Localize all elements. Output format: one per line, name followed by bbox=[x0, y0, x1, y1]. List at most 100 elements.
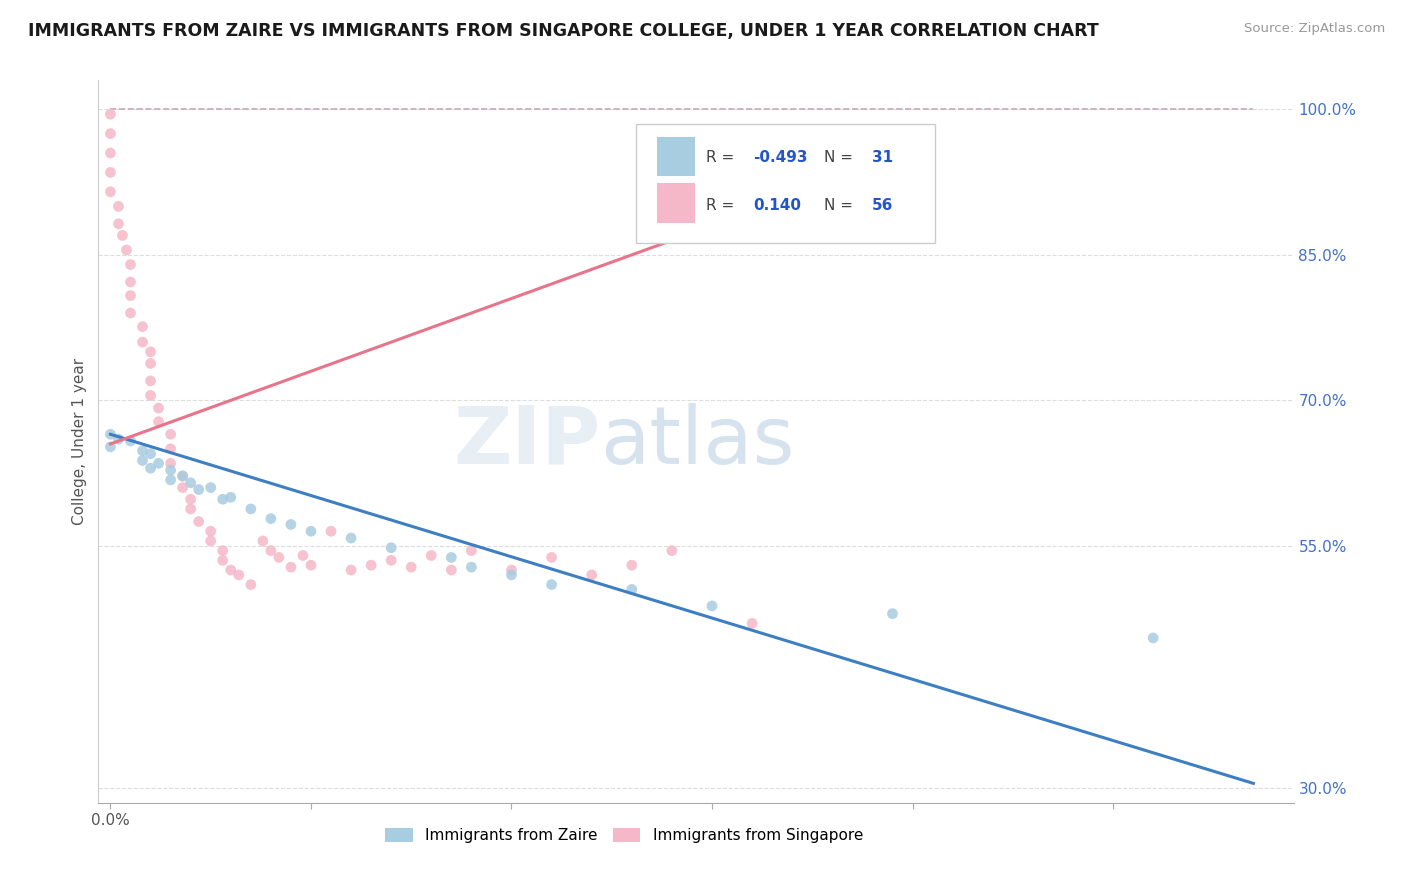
Point bbox=[239, 502, 262, 516]
Point bbox=[267, 550, 290, 565]
Point bbox=[211, 492, 233, 507]
Point bbox=[1142, 631, 1164, 645]
Text: N =: N = bbox=[824, 198, 858, 213]
Point bbox=[100, 107, 122, 121]
Point bbox=[228, 567, 250, 582]
Point bbox=[120, 275, 142, 289]
Point bbox=[200, 533, 222, 548]
Point bbox=[120, 434, 142, 448]
Point bbox=[200, 524, 222, 539]
Point bbox=[219, 491, 242, 505]
Point bbox=[148, 456, 170, 470]
Point bbox=[360, 558, 382, 573]
Text: 0.140: 0.140 bbox=[754, 198, 801, 213]
Point bbox=[219, 563, 242, 577]
Point bbox=[148, 415, 170, 429]
Point bbox=[107, 432, 129, 446]
Point bbox=[159, 473, 181, 487]
Point bbox=[139, 447, 162, 461]
Point bbox=[581, 567, 603, 582]
Point bbox=[159, 442, 181, 456]
Point bbox=[260, 511, 283, 525]
Point bbox=[172, 469, 194, 483]
Point bbox=[139, 374, 162, 388]
Point bbox=[260, 543, 283, 558]
Text: ZIP: ZIP bbox=[453, 402, 600, 481]
FancyBboxPatch shape bbox=[637, 124, 935, 243]
Point bbox=[661, 543, 683, 558]
Point bbox=[180, 492, 202, 507]
Point bbox=[100, 127, 122, 141]
Point bbox=[159, 463, 181, 477]
Point bbox=[107, 217, 129, 231]
Point bbox=[120, 288, 142, 302]
Legend: Immigrants from Zaire, Immigrants from Singapore: Immigrants from Zaire, Immigrants from S… bbox=[380, 822, 869, 849]
Point bbox=[239, 577, 262, 591]
Point bbox=[420, 549, 443, 563]
Point bbox=[700, 599, 723, 613]
Point bbox=[148, 401, 170, 415]
Point bbox=[187, 515, 209, 529]
Point bbox=[540, 577, 562, 591]
Text: Source: ZipAtlas.com: Source: ZipAtlas.com bbox=[1244, 22, 1385, 36]
Point bbox=[100, 165, 122, 179]
Point bbox=[299, 524, 322, 539]
Point bbox=[460, 543, 482, 558]
Text: R =: R = bbox=[706, 198, 738, 213]
Point bbox=[139, 344, 162, 359]
Point bbox=[187, 483, 209, 497]
Point bbox=[100, 185, 122, 199]
Point bbox=[882, 607, 904, 621]
Point bbox=[100, 146, 122, 161]
Point bbox=[172, 469, 194, 483]
Text: 56: 56 bbox=[872, 198, 893, 213]
Point bbox=[299, 558, 322, 573]
Point bbox=[252, 533, 274, 548]
Point bbox=[139, 388, 162, 402]
Point bbox=[180, 475, 202, 490]
Point bbox=[159, 427, 181, 442]
Bar bbox=[657, 183, 695, 223]
Point bbox=[460, 560, 482, 574]
Text: R =: R = bbox=[706, 150, 738, 165]
Point bbox=[115, 243, 138, 257]
Point bbox=[100, 427, 122, 442]
Point bbox=[340, 531, 363, 545]
Bar bbox=[657, 136, 695, 177]
Text: 31: 31 bbox=[872, 150, 893, 165]
Point bbox=[131, 319, 153, 334]
Point bbox=[131, 443, 153, 458]
Point bbox=[440, 563, 463, 577]
Point bbox=[380, 541, 402, 555]
Point bbox=[120, 306, 142, 320]
Point bbox=[159, 456, 181, 470]
Point bbox=[501, 567, 523, 582]
Point bbox=[280, 560, 302, 574]
Point bbox=[380, 553, 402, 567]
Point bbox=[200, 481, 222, 495]
Point bbox=[319, 524, 342, 539]
Text: N =: N = bbox=[824, 150, 858, 165]
Point bbox=[131, 335, 153, 350]
Point bbox=[172, 481, 194, 495]
Point bbox=[440, 550, 463, 565]
Point bbox=[399, 560, 422, 574]
Point bbox=[620, 558, 643, 573]
Point bbox=[107, 199, 129, 213]
Point bbox=[211, 543, 233, 558]
Point bbox=[139, 356, 162, 370]
Point bbox=[291, 549, 314, 563]
Text: atlas: atlas bbox=[600, 402, 794, 481]
Point bbox=[501, 563, 523, 577]
Point bbox=[620, 582, 643, 597]
Point bbox=[139, 461, 162, 475]
Point bbox=[340, 563, 363, 577]
Point bbox=[131, 453, 153, 467]
Point bbox=[111, 228, 134, 243]
Point bbox=[741, 616, 763, 631]
Text: -0.493: -0.493 bbox=[754, 150, 808, 165]
Point bbox=[540, 550, 562, 565]
Point bbox=[211, 553, 233, 567]
Point bbox=[120, 258, 142, 272]
Point bbox=[280, 517, 302, 532]
